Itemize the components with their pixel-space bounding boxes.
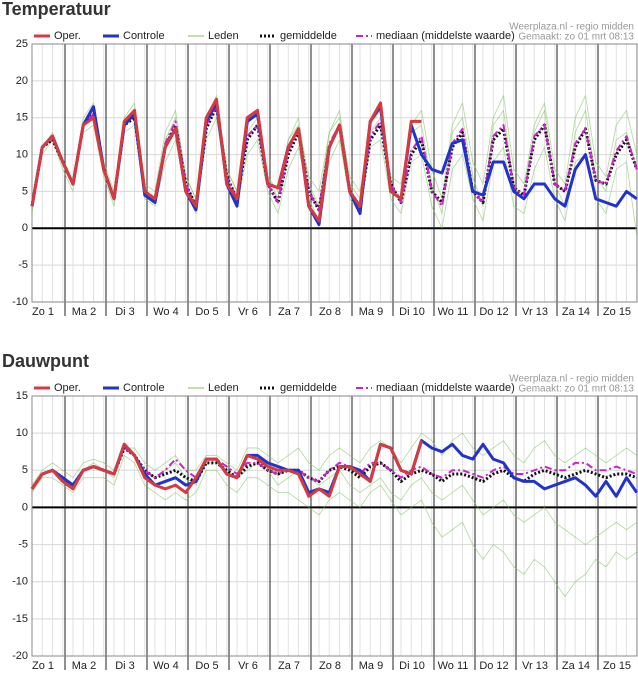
y-tick-label: -5 — [18, 259, 28, 271]
legend-label: mediaan (middelste waarde) — [376, 382, 515, 394]
x-tick-label: Vr 13 — [522, 306, 548, 318]
series-line — [31, 454, 638, 598]
x-tick-label: Za 14 — [562, 306, 590, 318]
series-line — [31, 447, 638, 490]
x-tick-label: Di 3 — [115, 660, 135, 672]
y-tick-label: 5 — [22, 185, 28, 197]
series-line — [31, 117, 638, 236]
x-tick-label: Za 7 — [278, 660, 300, 672]
y-tick-label: 0 — [22, 501, 28, 513]
y-tick-label: 15 — [16, 390, 28, 402]
y-tick-label: -15 — [12, 613, 28, 625]
legend-label: Controle — [123, 30, 165, 42]
y-tick-label: 15 — [16, 112, 28, 124]
x-tick-label: Vr 6 — [238, 660, 258, 672]
x-tick-label: Ma 9 — [359, 306, 383, 318]
x-tick-label: Wo 11 — [438, 660, 469, 672]
x-tick-label: Di 10 — [399, 306, 425, 318]
legend-label: Leden — [208, 382, 239, 394]
plot-border — [31, 395, 638, 657]
x-tick-label: Zo 1 — [32, 660, 54, 672]
x-tick-label: Vr 13 — [522, 660, 548, 672]
y-tick-label: 20 — [16, 75, 28, 87]
series-line — [31, 95, 638, 214]
x-tick-label: Zo 8 — [319, 660, 341, 672]
x-tick-label: Di 10 — [399, 660, 425, 672]
x-tick-label: Ma 2 — [72, 660, 96, 672]
legend-label: gemiddelde — [280, 30, 337, 42]
source: Weerplaza.nl - regio midden — [509, 22, 634, 33]
x-tick-label: Zo 8 — [319, 306, 341, 318]
x-tick-label: Wo 11 — [438, 306, 469, 318]
source: Weerplaza.nl - regio midden — [509, 374, 634, 385]
made: Gemaakt: zo 01 mrt 08:13 — [518, 32, 634, 43]
legend-label: mediaan (middelste waarde) — [376, 30, 515, 42]
x-tick-label: Zo 15 — [603, 306, 631, 318]
chart-title: Dauwpunt — [2, 351, 89, 371]
x-tick-label: Do 5 — [195, 660, 218, 672]
legend-label: Leden — [208, 30, 239, 42]
y-tick-label: -10 — [12, 296, 28, 308]
x-tick-label: Di 3 — [115, 306, 135, 318]
x-tick-label: Zo 1 — [32, 306, 54, 318]
chart-title: Temperatuur — [2, 0, 111, 19]
series-line — [30, 97, 422, 223]
y-tick-label: 5 — [22, 464, 28, 476]
series-line — [30, 446, 638, 490]
x-tick-label: Wo 4 — [153, 306, 178, 318]
y-tick-label: -20 — [12, 650, 28, 662]
y-tick-label: 25 — [16, 38, 28, 50]
series-line — [31, 432, 638, 486]
legend-label: Oper. — [54, 30, 81, 42]
made: Gemaakt: zo 01 mrt 08:13 — [518, 384, 634, 395]
x-tick-label: Do 12 — [479, 660, 508, 672]
x-tick-label: Ma 2 — [72, 306, 96, 318]
x-tick-label: Vr 6 — [238, 306, 258, 318]
y-tick-label: 10 — [16, 427, 28, 439]
legend-label: gemiddelde — [280, 382, 337, 394]
y-tick-label: 0 — [22, 222, 28, 234]
y-tick-label: -10 — [12, 576, 28, 588]
x-tick-label: Ma 9 — [359, 660, 383, 672]
legend-label: Controle — [123, 382, 165, 394]
plot-border — [31, 43, 638, 303]
x-tick-label: Zo 15 — [603, 660, 631, 672]
x-tick-label: Za 7 — [278, 306, 300, 318]
y-tick-label: -5 — [18, 538, 28, 550]
y-tick-label: 10 — [16, 148, 28, 160]
x-tick-label: Do 12 — [479, 306, 508, 318]
x-tick-label: Do 5 — [195, 306, 218, 318]
x-tick-label: Wo 4 — [153, 660, 178, 672]
legend-label: Oper. — [54, 382, 81, 394]
series-line — [30, 440, 423, 498]
x-tick-label: Za 14 — [562, 660, 590, 672]
